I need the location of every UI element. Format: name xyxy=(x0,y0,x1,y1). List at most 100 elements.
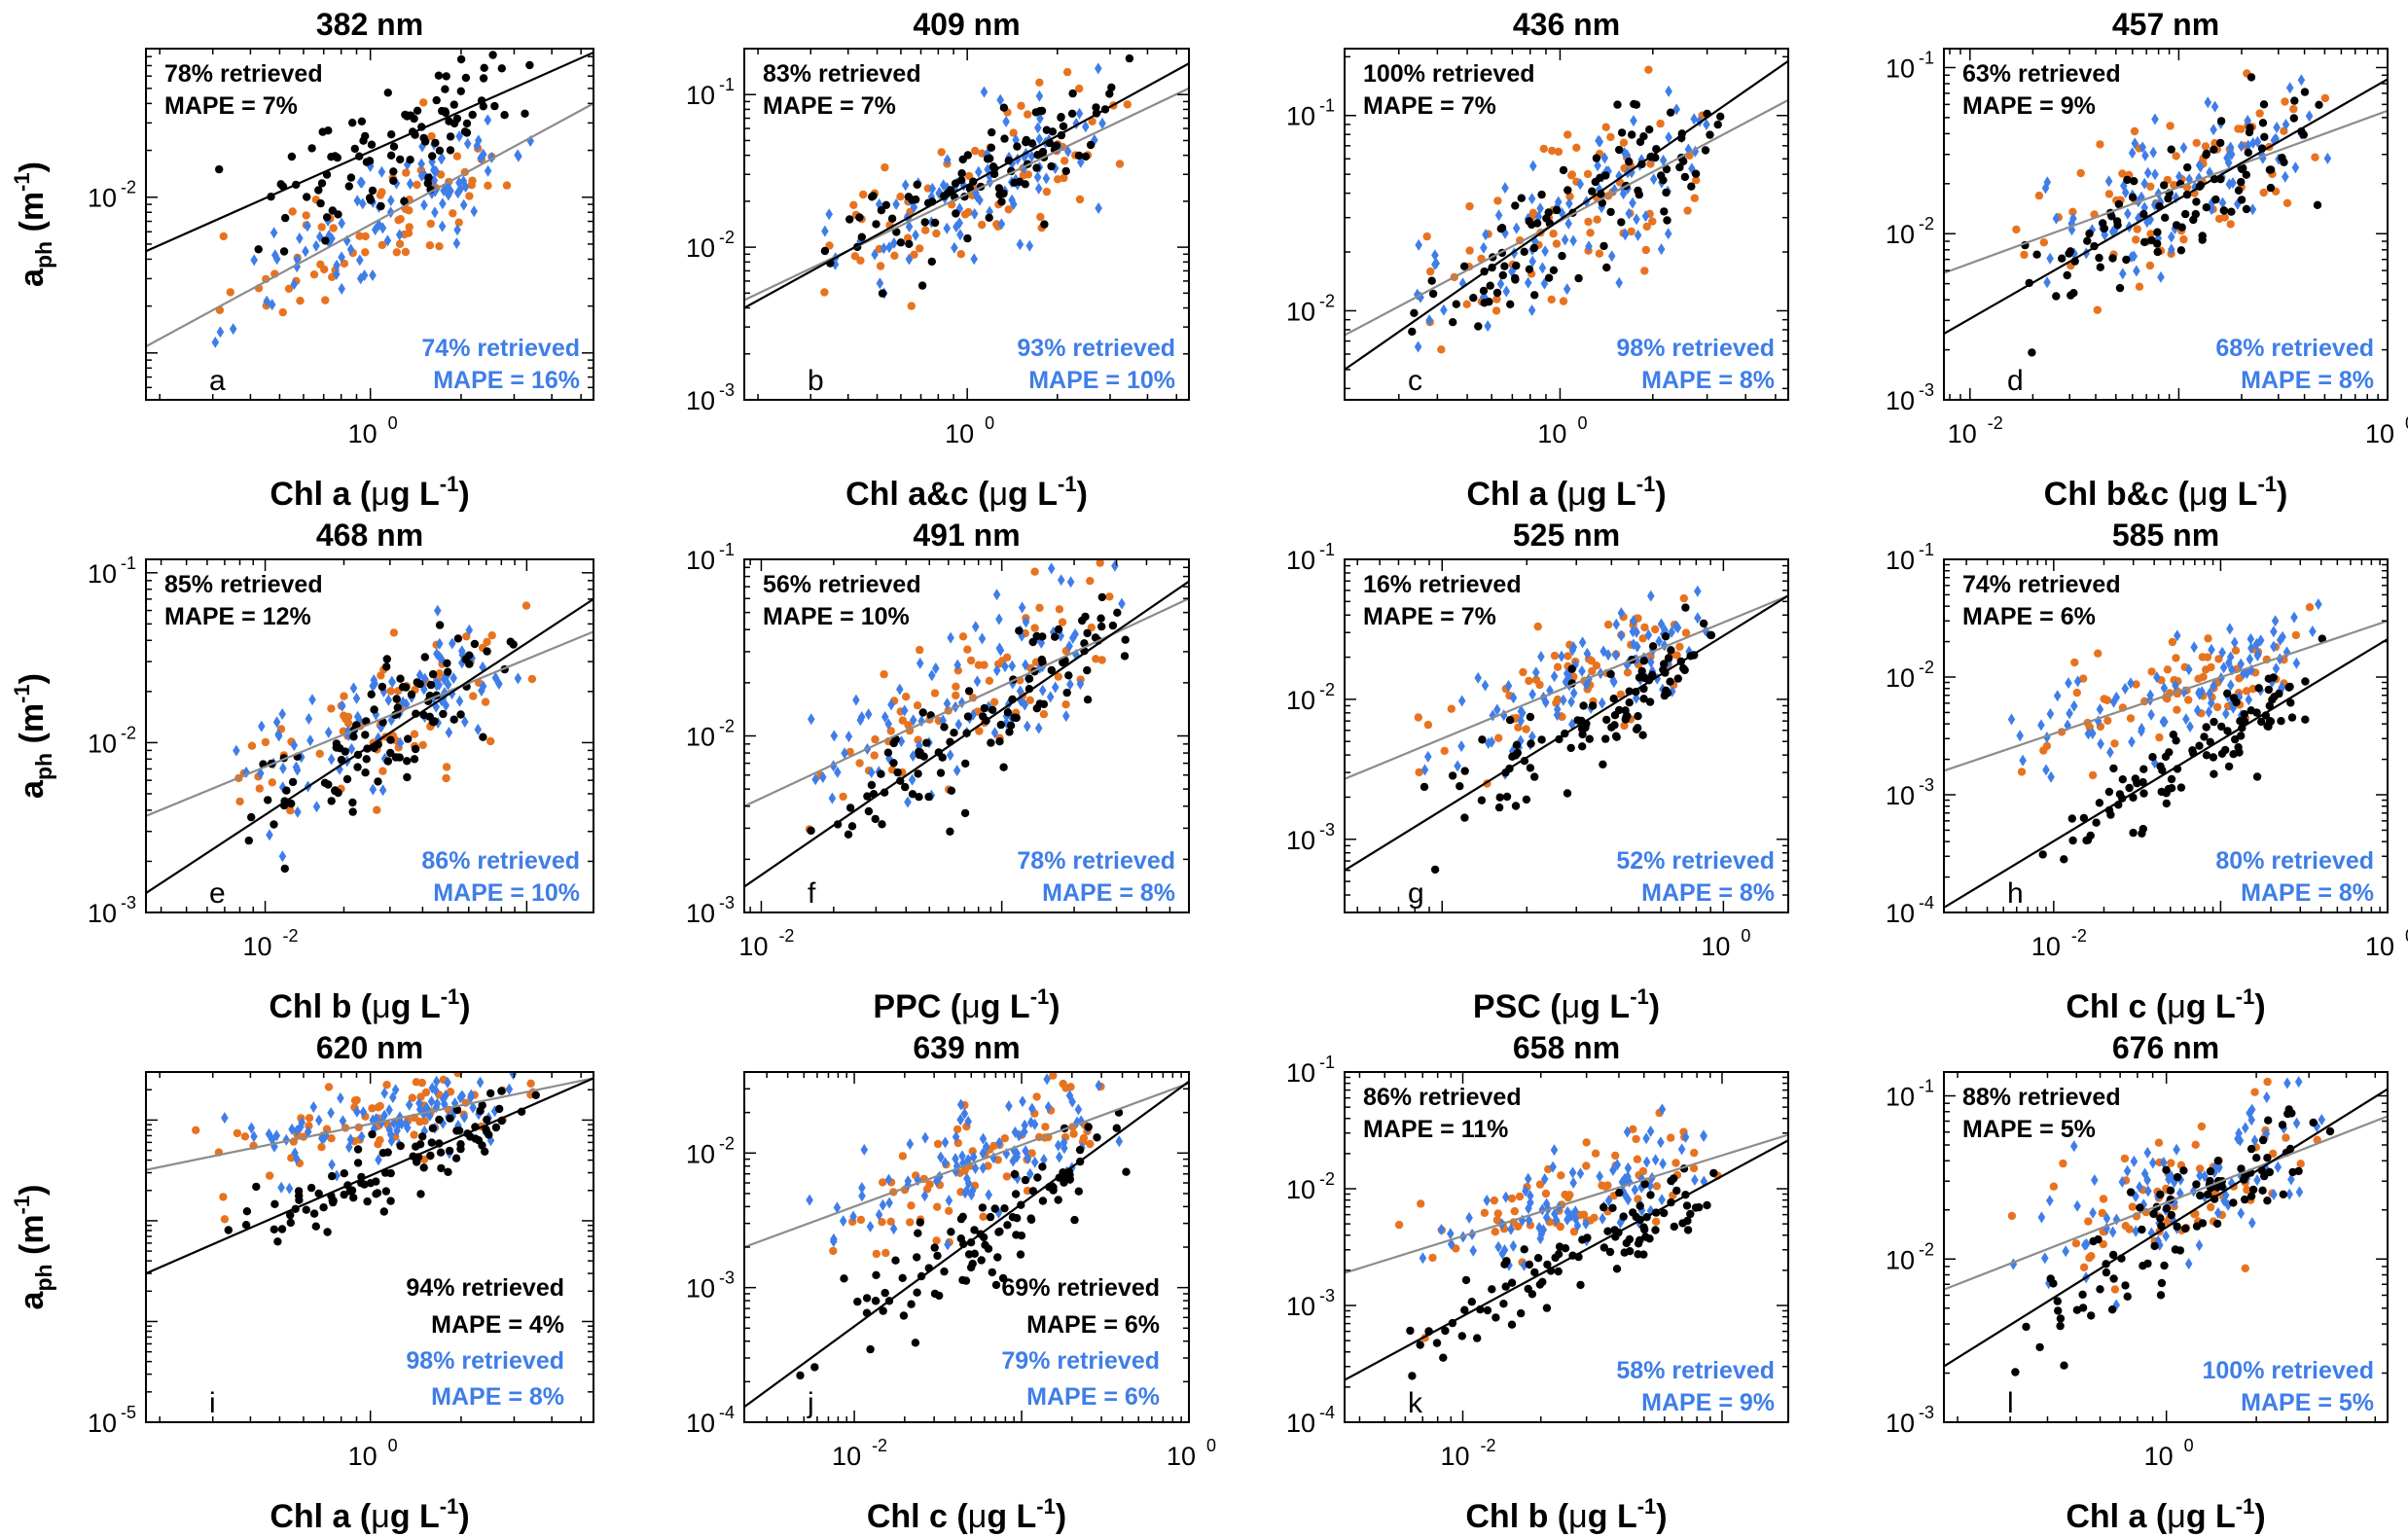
black-point xyxy=(1686,1209,1695,1219)
blue-point xyxy=(2138,141,2146,154)
black-point xyxy=(1480,299,1489,307)
black-point xyxy=(877,769,885,778)
blue-point xyxy=(1541,245,1549,258)
blue-point xyxy=(971,1162,980,1174)
x-tick-label: 10 xyxy=(1948,419,1977,448)
blue-point xyxy=(2235,1127,2243,1139)
black-point xyxy=(1527,739,1535,748)
black-point xyxy=(2278,1121,2287,1129)
blue-retrieved-label: 100% retrieved xyxy=(2202,1357,2374,1384)
orange-point xyxy=(2296,1160,2305,1168)
y-tick-label: 10 xyxy=(1286,546,1315,575)
orange-point xyxy=(1123,100,1132,109)
black-point xyxy=(1096,614,1105,623)
blue-point xyxy=(1599,1212,1606,1225)
orange-point xyxy=(288,207,297,216)
black-point xyxy=(2136,1203,2144,1212)
blue-point xyxy=(455,695,464,707)
black-point xyxy=(1544,208,1553,217)
black-point xyxy=(1428,289,1438,299)
blue-point xyxy=(415,1097,423,1110)
blue-point xyxy=(1051,681,1060,694)
blue-point xyxy=(2253,649,2262,661)
black-point xyxy=(1495,793,1504,802)
y-tick-label: 10 xyxy=(1886,1409,1915,1438)
black-point xyxy=(1599,1243,1609,1252)
blue-point xyxy=(444,1076,451,1089)
black-point xyxy=(361,768,370,777)
black-point xyxy=(314,1189,323,1198)
plot-frame xyxy=(1943,1071,2389,1423)
black-point xyxy=(922,738,931,747)
black-point xyxy=(379,1207,388,1216)
black-point xyxy=(872,1270,881,1280)
black-mape-label: MAPE = 7% xyxy=(1363,603,1496,630)
black-point xyxy=(1047,665,1057,675)
blue-point xyxy=(2263,1091,2271,1103)
black-point xyxy=(2157,1222,2166,1231)
blue-point xyxy=(2229,701,2238,714)
y-tick-label: 10 xyxy=(1886,54,1915,83)
blue-point xyxy=(2222,707,2230,720)
orange-point xyxy=(1415,768,1423,777)
black-point xyxy=(333,153,341,162)
orange-point xyxy=(278,307,287,317)
orange-point xyxy=(839,792,847,802)
orange-point xyxy=(527,674,537,684)
orange-point xyxy=(286,806,295,815)
blue-point xyxy=(1043,1073,1051,1086)
black-point xyxy=(1645,697,1655,706)
blue-point xyxy=(945,1195,953,1207)
blue-point xyxy=(1507,1223,1515,1235)
orange-point xyxy=(1087,623,1096,632)
black-point xyxy=(500,111,509,120)
black-point xyxy=(1637,666,1646,676)
black-point xyxy=(1120,652,1130,661)
blue-point xyxy=(278,850,287,863)
black-point xyxy=(1006,721,1016,730)
blue-point xyxy=(871,248,879,261)
blue-point xyxy=(1537,1228,1546,1240)
black-point xyxy=(2252,708,2261,717)
orange-point xyxy=(1671,1159,1680,1167)
black-point xyxy=(348,807,357,816)
blue-point xyxy=(371,677,378,690)
black-point xyxy=(2270,693,2279,701)
orange-point xyxy=(1633,1155,1642,1163)
black-point xyxy=(403,112,412,121)
black-point xyxy=(353,1145,363,1154)
black-point xyxy=(2156,762,2165,770)
blue-point xyxy=(978,632,987,645)
black-point xyxy=(2115,283,2125,293)
orange-point xyxy=(1572,143,1581,152)
orange-point xyxy=(2202,665,2210,674)
blue-point xyxy=(852,694,860,706)
black-point xyxy=(2138,1262,2147,1270)
black-point xyxy=(898,1273,907,1283)
black-mape-label: MAPE = 6% xyxy=(1026,1311,1160,1339)
blue-point xyxy=(1540,1173,1549,1185)
orange-point xyxy=(1553,695,1563,704)
black-point xyxy=(958,1275,967,1285)
blue-point xyxy=(821,225,829,237)
blue-retrieved-label: 52% retrieved xyxy=(1616,847,1775,875)
blue-point xyxy=(1005,1100,1013,1112)
blue-point xyxy=(1082,121,1090,133)
orange-point xyxy=(1640,267,1649,275)
orange-point xyxy=(2173,705,2181,714)
blue-point xyxy=(461,716,469,728)
orange-point xyxy=(964,171,974,181)
black-point xyxy=(403,772,412,782)
black-mape-label: MAPE = 9% xyxy=(1962,92,2096,120)
black-point xyxy=(1474,322,1483,331)
blue-point xyxy=(1631,1184,1639,1197)
black-point xyxy=(913,1253,921,1262)
blue-point xyxy=(2019,754,2027,767)
black-point xyxy=(920,218,929,227)
orange-point xyxy=(1651,625,1660,634)
black-point xyxy=(468,110,477,120)
gray-fit-line xyxy=(744,1082,1189,1249)
black-point xyxy=(344,182,353,191)
